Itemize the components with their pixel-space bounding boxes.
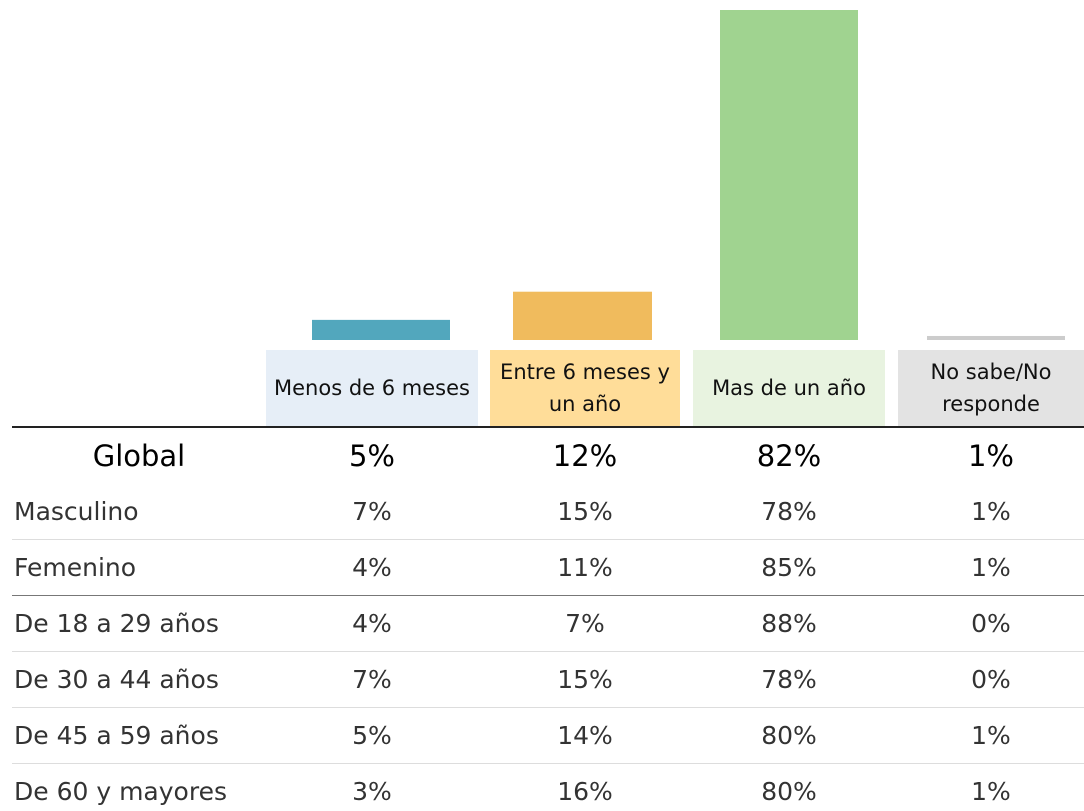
row-label: Femenino — [14, 552, 137, 582]
row-separator — [12, 763, 1084, 764]
row-separator — [12, 539, 1084, 540]
category-header: Entre 6 meses y un año — [490, 350, 680, 426]
cell: 1% — [971, 720, 1011, 750]
row-separator — [12, 651, 1084, 652]
cell: 0% — [971, 664, 1011, 694]
row-label: Global — [92, 439, 186, 473]
cell: 3% — [352, 776, 392, 806]
row-separator — [12, 595, 1084, 596]
row-label: De 45 a 59 años — [14, 720, 219, 750]
cell: 82% — [756, 439, 822, 473]
row-label: De 60 y mayores — [14, 776, 227, 806]
cell: 78% — [761, 496, 817, 526]
cell: 0% — [971, 608, 1011, 638]
category-header: No sabe/No responde — [898, 350, 1084, 426]
cell: 11% — [557, 552, 613, 582]
cell: 88% — [761, 608, 817, 638]
cell: 4% — [352, 608, 392, 638]
row-label: De 30 a 44 años — [14, 664, 219, 694]
bar — [513, 291, 652, 340]
cell: 85% — [761, 552, 817, 582]
cell: 12% — [552, 439, 618, 473]
cell: 1% — [971, 776, 1011, 806]
row-label: De 18 a 29 años — [14, 608, 219, 638]
cell: 5% — [352, 720, 392, 750]
bar — [312, 319, 450, 340]
cell: 1% — [971, 496, 1011, 526]
category-header: Menos de 6 meses — [266, 350, 478, 426]
cell: 15% — [557, 496, 613, 526]
cell: 1% — [971, 552, 1011, 582]
cell: 15% — [557, 664, 613, 694]
row-separator — [12, 707, 1084, 708]
header-rule — [12, 426, 1084, 428]
bar — [720, 10, 858, 340]
cell: 5% — [348, 439, 395, 473]
cell: 80% — [761, 720, 817, 750]
cell: 7% — [352, 664, 392, 694]
cell: 14% — [557, 720, 613, 750]
bar-chart — [312, 10, 1065, 340]
category-header: Mas de un año — [693, 350, 885, 426]
cell: 7% — [565, 608, 605, 638]
cell: 7% — [352, 496, 392, 526]
bar — [927, 335, 1065, 340]
cell: 4% — [352, 552, 392, 582]
cell: 80% — [761, 776, 817, 806]
row-label: Masculino — [14, 496, 139, 526]
cell: 16% — [557, 776, 613, 806]
cell: 78% — [761, 664, 817, 694]
cell: 1% — [967, 439, 1014, 473]
